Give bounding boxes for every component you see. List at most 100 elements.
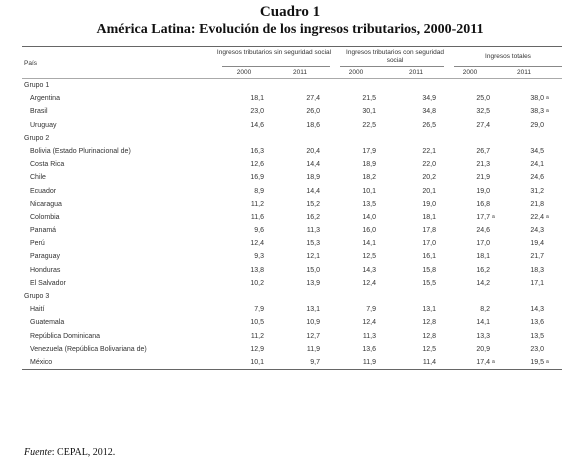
country-cell: Honduras	[30, 266, 61, 274]
value-cell: 14,1	[476, 319, 490, 327]
country-cell: Costa Rica	[30, 161, 65, 169]
value-cell: 10,9	[306, 319, 320, 327]
value-cell: 17,8	[422, 227, 436, 235]
value-cell: 12,1	[306, 253, 320, 261]
footnote-mark: a	[546, 358, 549, 365]
value-cell: 18,2	[362, 174, 376, 182]
country-cell: Guatemala	[30, 319, 65, 327]
value-cell: 15,8	[422, 266, 436, 274]
value-cell: 21,9	[476, 174, 490, 182]
value-cell: 8,9	[254, 187, 264, 195]
footnote-mark: a	[492, 358, 495, 365]
table-row: República Dominicana 11,2 12,7 11,3 12,8 13,3…	[22, 330, 562, 343]
group-row: Grupo 1	[22, 79, 562, 92]
country-cell: República Dominicana	[30, 332, 101, 340]
value-cell: 22,4	[530, 213, 544, 221]
value-cell: 17,1	[530, 279, 544, 287]
value-cell: 18,1	[250, 95, 264, 103]
table-row: Nicaragua 11,2 15,2 13,5 19,0 16,8 21,8	[22, 198, 562, 211]
value-cell: 16,1	[422, 253, 436, 261]
value-cell: 13,6	[530, 319, 544, 327]
value-cell: 13,1	[306, 306, 320, 314]
table-row: Costa Rica 12,6 14,4 18,9 22,0 21,3 24,1	[22, 158, 562, 171]
header-group-total: Ingresos totales	[485, 53, 531, 60]
table-title: Cuadro 1	[259, 4, 321, 20]
value-cell: 16,8	[476, 200, 490, 208]
value-cell: 13,9	[306, 279, 320, 287]
value-cell: 13,8	[250, 266, 264, 274]
value-cell: 16,0	[362, 227, 376, 235]
country-cell: Venezuela (República Bolivariana de)	[30, 345, 147, 353]
group-label: Grupo 1	[24, 82, 50, 89]
value-cell: 17,0	[476, 240, 490, 248]
table-row: Bolivia (Estado Plurinacional de) 16,3 20,…	[22, 145, 562, 158]
country-cell: Bolivia (Estado Plurinacional de)	[30, 147, 131, 155]
value-cell: 14,6	[250, 121, 264, 129]
value-cell: 14,4	[306, 187, 320, 195]
table-row: Argentina 18,1 27,4 21,5 34,9 25,0 38,0 a	[22, 92, 562, 105]
value-cell: 14,3	[530, 306, 544, 314]
table-row: Chile 16,9 18,9 18,2 20,2 21,9 24,6	[22, 171, 562, 184]
country-cell: Panamá	[30, 227, 57, 235]
value-cell: 11,9	[362, 358, 376, 366]
footnote-mark: a	[546, 95, 549, 102]
value-cell: 24,6	[476, 227, 490, 235]
value-cell: 38,0	[530, 95, 544, 103]
value-cell: 11,4	[422, 358, 436, 366]
country-cell: El Salvador	[30, 279, 66, 287]
group-row: Grupo 3	[22, 290, 562, 303]
footnote-mark: a	[546, 108, 549, 115]
value-cell: 10,5	[250, 319, 264, 327]
year-header: 2000	[236, 69, 252, 76]
table-bottom-rule	[22, 369, 562, 371]
value-cell: 13,1	[422, 306, 436, 314]
year-header: 2011	[293, 69, 307, 76]
header-group-rule	[222, 66, 330, 67]
table-row: México 10,1 9,7 11,9 11,4 17,4 a 19,5 a	[22, 356, 562, 369]
value-cell: 9,3	[254, 253, 264, 261]
value-cell: 17,0	[422, 240, 436, 248]
value-cell: 22,0	[422, 161, 436, 169]
value-cell: 14,1	[362, 240, 376, 248]
country-cell: Chile	[30, 174, 46, 182]
value-cell: 14,3	[362, 266, 376, 274]
value-cell: 15,2	[306, 200, 320, 208]
value-cell: 16,3	[250, 147, 264, 155]
value-cell: 12,8	[422, 332, 436, 340]
value-cell: 12,8	[422, 319, 436, 327]
value-cell: 18,9	[306, 174, 320, 182]
table-body: Grupo 1 Argentina 18,1 27,4 21,5 34,9 25,0 38,0…	[22, 79, 562, 369]
table-row: Panamá 9,6 11,3 16,0 17,8 24,6 24,3	[22, 224, 562, 237]
value-cell: 19,0	[422, 200, 436, 208]
data-table: País Ingresos tributarios sin seguridad …	[22, 46, 562, 371]
value-cell: 17,9	[362, 147, 376, 155]
value-cell: 18,6	[306, 121, 320, 129]
header-group-rule	[340, 66, 444, 67]
value-cell: 12,7	[306, 332, 320, 340]
group-label: Grupo 2	[24, 134, 50, 142]
value-cell: 24,6	[530, 174, 544, 182]
group-row: Grupo 2	[22, 132, 562, 145]
value-cell: 15,5	[422, 279, 436, 287]
value-cell: 34,9	[422, 95, 436, 103]
value-cell: 21,5	[362, 95, 376, 103]
value-cell: 34,8	[422, 108, 436, 116]
value-cell: 12,5	[422, 345, 436, 353]
value-cell: 12,4	[250, 240, 264, 248]
country-cell: Nicaragua	[30, 200, 62, 208]
country-cell: Ecuador	[30, 187, 57, 195]
value-cell: 20,1	[422, 187, 436, 195]
value-cell: 13,6	[362, 345, 376, 353]
value-cell: 34,5	[530, 147, 544, 155]
header-group-with-ss: Ingresos tributarios con seguridad socia…	[346, 49, 444, 64]
value-cell: 16,2	[306, 213, 320, 221]
value-cell: 13,3	[476, 332, 490, 340]
table-row: Haití 7,9 13,1 7,9 13,1 8,2 14,3	[22, 303, 562, 316]
country-cell: Uruguay	[30, 121, 57, 129]
value-cell: 19,5	[530, 358, 544, 366]
value-cell: 11,2	[250, 200, 264, 208]
table-row: Brasil 23,0 26,0 30,1 34,8 32,5 38,3 a	[22, 105, 562, 118]
table-row: Honduras 13,8 15,0 14,3 15,8 16,2 18,3	[22, 264, 562, 277]
value-cell: 9,6	[254, 227, 264, 235]
header-group-without-ss: Ingresos tributarios sin seguridad socia…	[216, 49, 332, 56]
